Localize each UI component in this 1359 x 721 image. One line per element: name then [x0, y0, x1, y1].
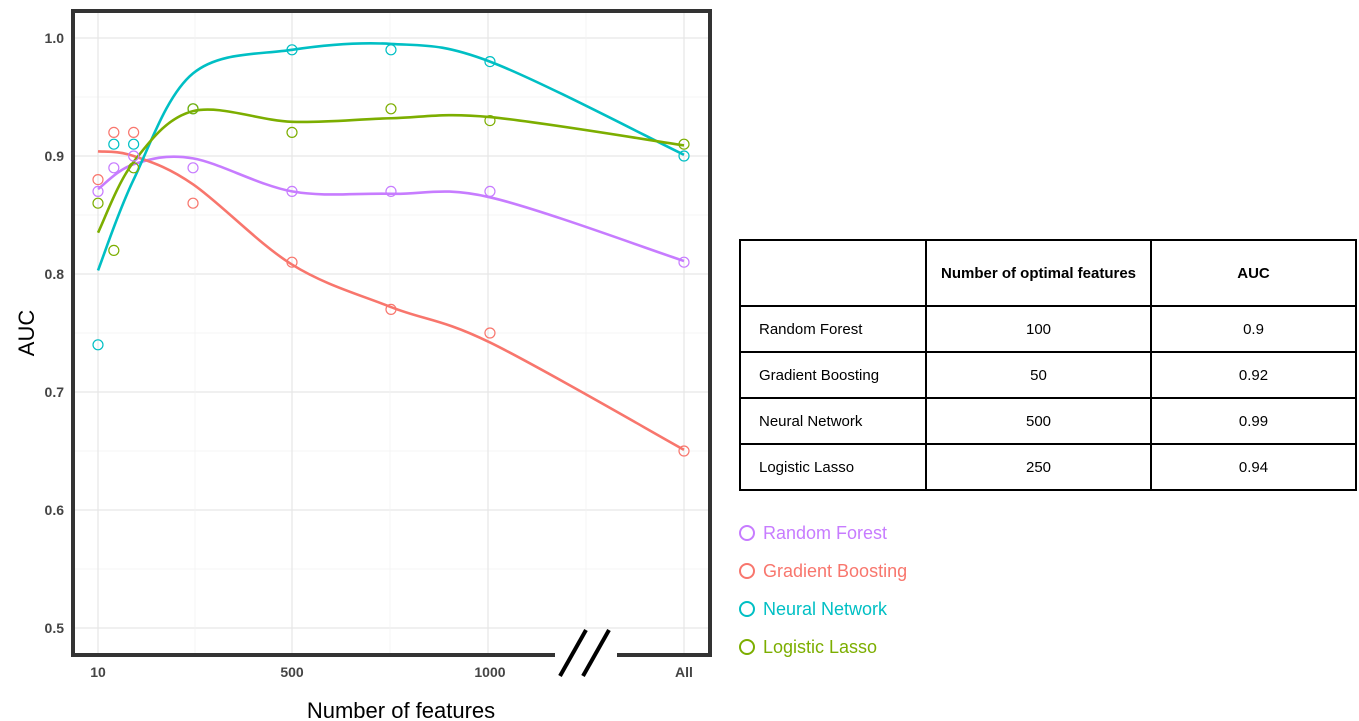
table-row: Logistic Lasso 250 0.94: [739, 443, 1357, 491]
legend-item-neural-network: Neural Network: [739, 590, 907, 628]
data-point: [286, 44, 298, 56]
trend-line-gradient-boosting: [97, 149, 685, 451]
data-point: [128, 162, 140, 174]
table-cell-model: Random Forest: [739, 305, 927, 353]
data-point: [484, 327, 496, 339]
y-tick-label: 0.7: [45, 384, 65, 400]
data-point: [187, 197, 199, 209]
table-cell-features: 50: [925, 351, 1152, 399]
legend-label: Neural Network: [763, 598, 888, 619]
y-tick-label: 0.6: [45, 502, 65, 518]
data-point: [187, 162, 199, 174]
data-point: [484, 185, 496, 197]
table-header-model: [739, 239, 927, 307]
data-point: [108, 138, 120, 150]
table-row: Gradient Boosting 50 0.92: [739, 351, 1357, 399]
legend-circle-icon: [739, 639, 755, 655]
x-tick-label: 10: [90, 664, 106, 680]
x-axis-title: Number of features: [307, 698, 495, 721]
table-row: Random Forest 100 0.9: [739, 305, 1357, 353]
table-cell-auc: 0.94: [1150, 443, 1357, 491]
table-cell-auc: 0.9: [1150, 305, 1357, 353]
data-point: [187, 103, 199, 115]
data-point: [128, 126, 140, 138]
data-point: [678, 256, 690, 268]
x-tick-label: 1000: [474, 664, 505, 680]
data-point: [385, 185, 397, 197]
table-cell-auc: 0.92: [1150, 351, 1357, 399]
data-point: [484, 114, 496, 127]
legend-circle-icon: [739, 601, 755, 617]
data-point: [678, 150, 690, 162]
x-tick-label: All: [675, 664, 693, 680]
data-point: [678, 138, 690, 150]
table-cell-model: Logistic Lasso: [739, 443, 927, 491]
y-tick-label: 0.8: [45, 266, 65, 282]
data-point: [385, 103, 397, 115]
table-header-auc: AUC: [1150, 239, 1357, 307]
data-point: [108, 126, 120, 138]
table-cell-features: 500: [925, 397, 1152, 445]
legend-label: Logistic Lasso: [763, 636, 878, 657]
legend-circle-icon: [739, 525, 755, 541]
data-point: [128, 150, 140, 162]
data-point: [385, 44, 397, 56]
data-point: [678, 445, 690, 457]
y-axis-title: AUC: [14, 310, 39, 357]
y-tick-label: 1.0: [45, 30, 65, 46]
legend-item-gradient-boosting: Gradient Boosting: [739, 552, 907, 590]
axis-ticks: 0.5 0.6 0.7 0.8 0.9 1.0 10 500 1000 All: [45, 30, 693, 680]
data-point: [108, 162, 120, 174]
table-header-features: Number of optimal features: [925, 239, 1152, 307]
optimal-features-table: Number of optimal features AUC Random Fo…: [739, 239, 1357, 491]
legend-label: Random Forest: [763, 522, 888, 543]
plot-frame: [71, 9, 712, 657]
data-point: [286, 256, 298, 268]
data-point: [484, 55, 496, 68]
data-points: [92, 44, 690, 457]
auc-chart: 0.5 0.6 0.7 0.8 0.9 1.0 10 500 1000 All Number of…: [14, 9, 712, 721]
axis-break-marker: [555, 629, 617, 677]
x-tick-label: 500: [280, 664, 304, 680]
data-point: [92, 174, 104, 186]
legend-item-logistic-lasso: Logistic Lasso: [739, 628, 907, 666]
legend-circle-icon: [739, 563, 755, 579]
plot-grid: [75, 13, 708, 653]
y-tick-label: 0.9: [45, 148, 65, 164]
data-point: [92, 197, 104, 209]
legend-item-random-forest: Random Forest: [739, 514, 907, 552]
table-cell-features: 100: [925, 305, 1152, 353]
trend-line-logistic-lasso: [96, 108, 685, 234]
data-point: [286, 185, 298, 197]
table-cell-model: Neural Network: [739, 397, 927, 445]
data-point: [92, 185, 104, 197]
data-point: [385, 303, 397, 315]
y-tick-label: 0.5: [45, 620, 65, 636]
data-point: [128, 138, 140, 150]
table-header-row: Number of optimal features AUC: [739, 239, 1357, 307]
table-row: Neural Network 500 0.99: [739, 397, 1357, 445]
table-cell-auc: 0.99: [1150, 397, 1357, 445]
chart-legend: Random Forest Gradient Boosting Neural N…: [739, 514, 907, 666]
data-point: [108, 244, 120, 256]
data-point: [286, 126, 298, 138]
table-cell-model: Gradient Boosting: [739, 351, 927, 399]
data-point: [92, 339, 104, 351]
legend-label: Gradient Boosting: [763, 560, 908, 581]
table-cell-features: 250: [925, 443, 1152, 491]
